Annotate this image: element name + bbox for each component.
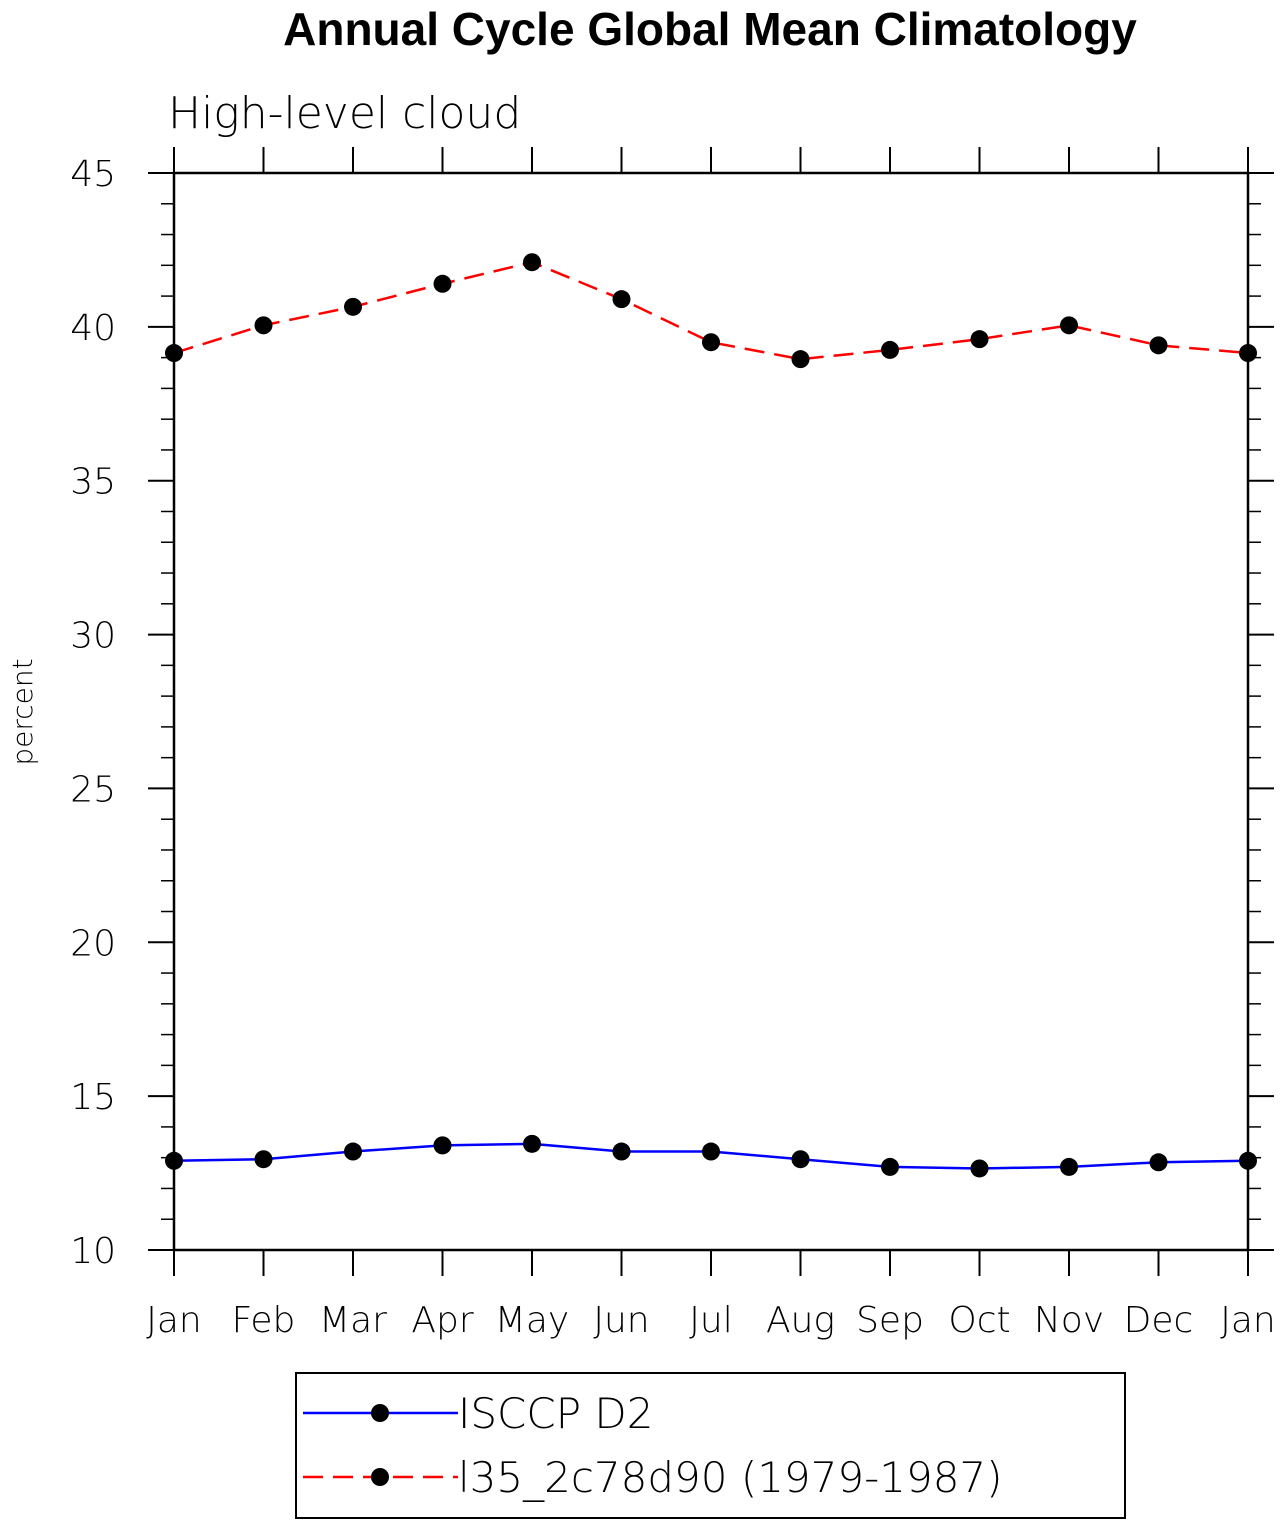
x-tick-label: Oct — [948, 1300, 1010, 1341]
series-layer — [165, 253, 1257, 1178]
series-2-point — [881, 340, 899, 359]
series-2-point — [344, 297, 362, 316]
legend-label-series-2: l35_2c78d90 (1979-1987) — [458, 1453, 1003, 1502]
x-tick-label: Jul — [689, 1300, 732, 1341]
series-1-point — [970, 1159, 989, 1178]
series-1-point — [702, 1142, 720, 1161]
x-tick-label: Jun — [593, 1300, 649, 1341]
series-2-point — [702, 333, 720, 352]
series-1-point — [1149, 1153, 1168, 1172]
series-2-point — [970, 330, 989, 349]
series-2-point — [254, 316, 273, 335]
y-axis-label: percent — [6, 658, 39, 765]
y-tick-label: 45 — [70, 154, 116, 195]
x-tick-label: Aug — [766, 1300, 835, 1341]
series-1-point — [1060, 1157, 1078, 1176]
y-tick-label: 35 — [70, 462, 116, 503]
legend-swatch-marker-series-2 — [371, 1468, 389, 1486]
y-tick-label: 25 — [70, 769, 116, 810]
x-tick-label: Feb — [232, 1300, 296, 1341]
legend-swatch-marker-series-1 — [371, 1404, 389, 1422]
series-2-point — [1060, 316, 1078, 335]
chart-title: Annual Cycle Global Mean Climatology — [283, 3, 1137, 55]
legend-box — [295, 1372, 1126, 1519]
series-1-point — [791, 1150, 810, 1169]
chart-subtitle: High-level cloud — [168, 88, 521, 139]
axes: Jan Feb Mar Apr May Jun Jul Aug Sep Oct Nov Dec Jan 1… — [70, 147, 1276, 1341]
x-tick-label: Apr — [411, 1300, 473, 1341]
x-tick-label: Nov — [1034, 1300, 1104, 1341]
x-tick-label: Dec — [1124, 1300, 1194, 1341]
x-tick-label: May — [495, 1300, 569, 1341]
series-1-point — [881, 1157, 899, 1176]
series-1-point — [165, 1151, 183, 1170]
series-2-point — [165, 344, 183, 363]
x-tick-label: Sep — [856, 1300, 924, 1341]
y-tick-label: 30 — [70, 616, 116, 657]
x-tick-label: Jan — [146, 1300, 202, 1341]
series-1-point — [344, 1142, 362, 1161]
series-1-point — [254, 1150, 273, 1169]
series-2-point — [1149, 336, 1168, 355]
series-1-point — [523, 1134, 541, 1153]
legend: ISCCP D2 l35_2c78d90 (1979-1987) — [295, 1372, 1126, 1519]
series-1-point — [1239, 1151, 1257, 1170]
y-tick-label: 10 — [70, 1231, 116, 1272]
series-2-point — [1239, 344, 1257, 363]
x-tick-label: Mar — [319, 1300, 387, 1341]
series-2-point — [433, 274, 452, 293]
x-tick-label: Jan — [1220, 1300, 1276, 1341]
series-2-point — [612, 290, 631, 309]
series-1-point — [433, 1136, 452, 1155]
series-2-point — [523, 253, 541, 272]
legend-label-series-1: ISCCP D2 — [458, 1389, 653, 1438]
y-tick-label: 20 — [70, 923, 116, 964]
series-1-point — [612, 1142, 631, 1161]
series-2-point — [791, 350, 810, 369]
y-tick-label: 15 — [70, 1077, 116, 1118]
y-tick-label: 40 — [70, 308, 116, 349]
